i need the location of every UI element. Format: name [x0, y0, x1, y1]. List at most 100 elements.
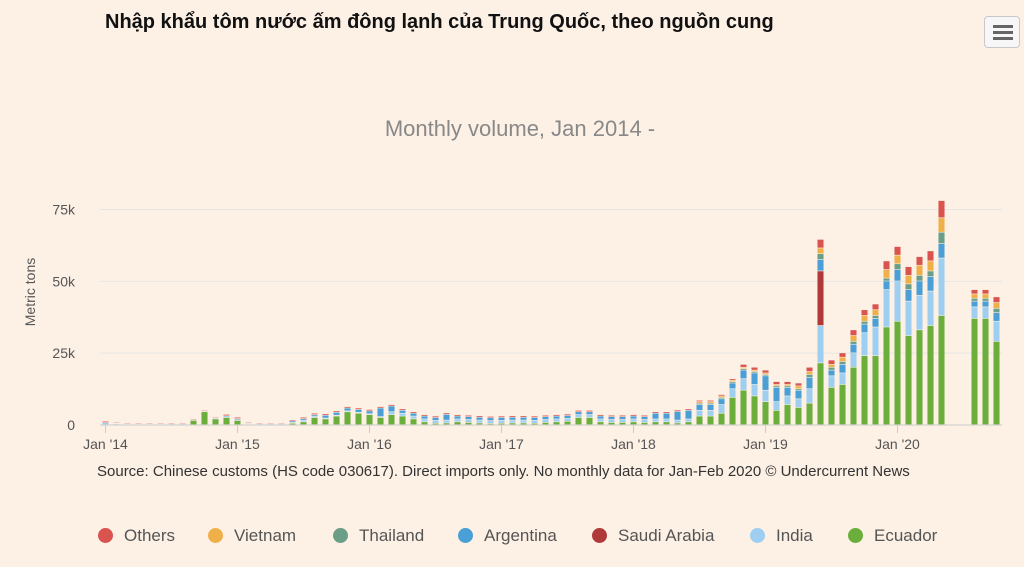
bar-segment-thailand[interactable]	[696, 403, 703, 405]
bar-segment-argentina[interactable]	[608, 416, 615, 420]
bar-segment-others[interactable]	[498, 416, 505, 418]
bar-segment-ecuador[interactable]	[740, 390, 747, 425]
bar-segment-ecuador[interactable]	[894, 321, 901, 425]
bar-segment-ecuador[interactable]	[971, 318, 978, 425]
bar-segment-india[interactable]	[410, 416, 417, 419]
bar-segment-vietnam[interactable]	[861, 315, 868, 321]
bar-segment-argentina[interactable]	[597, 416, 604, 419]
bar-segment-others[interactable]	[531, 416, 538, 418]
bar-segment-others[interactable]	[982, 289, 989, 294]
bar-segment-india[interactable]	[784, 396, 791, 405]
bar-segment-ecuador[interactable]	[476, 423, 483, 425]
bar-segment-argentina[interactable]	[685, 410, 692, 419]
bar-segment-ecuador[interactable]	[872, 356, 879, 425]
bar-segment-ecuador[interactable]	[410, 419, 417, 425]
bar-segment-others[interactable]	[839, 353, 846, 357]
bar-segment-others[interactable]	[454, 414, 461, 416]
bar-segment-argentina[interactable]	[498, 417, 505, 421]
bar-segment-india[interactable]	[971, 307, 978, 319]
bar-segment-argentina[interactable]	[421, 416, 428, 419]
bar-segment-ecuador[interactable]	[212, 419, 219, 425]
bar-segment-argentina[interactable]	[531, 417, 538, 421]
bar-segment-argentina[interactable]	[773, 387, 780, 402]
bar-segment-india[interactable]	[740, 379, 747, 390]
bar-segment-ecuador[interactable]	[520, 423, 527, 425]
bar-segment-saudi-arabia[interactable]	[817, 271, 824, 326]
bar-segment-argentina[interactable]	[630, 416, 637, 419]
bar-segment-ecuador[interactable]	[641, 422, 648, 425]
bar-segment-vietnam[interactable]	[839, 357, 846, 362]
bar-segment-vietnam[interactable]	[740, 367, 747, 369]
bar-segment-thailand[interactable]	[817, 254, 824, 260]
bar-segment-others[interactable]	[366, 409, 373, 411]
bar-segment-vietnam[interactable]	[971, 294, 978, 298]
bar-segment-ecuador[interactable]	[619, 422, 626, 425]
bar-segment-ecuador[interactable]	[564, 421, 571, 425]
bar-segment-india[interactable]	[883, 289, 890, 327]
bar-segment-india[interactable]	[234, 418, 241, 421]
bar-segment-india[interactable]	[894, 281, 901, 321]
bar-segment-argentina[interactable]	[817, 259, 824, 271]
bar-segment-ecuador[interactable]	[905, 335, 912, 425]
bar-segment-argentina[interactable]	[476, 417, 483, 420]
bar-segment-others[interactable]	[674, 410, 681, 412]
bar-segment-india[interactable]	[696, 410, 703, 416]
legend-item-others[interactable]: Others	[98, 526, 175, 550]
bar-segment-vietnam[interactable]	[850, 335, 857, 342]
bar-segment-ecuador[interactable]	[553, 422, 560, 425]
bar-segment-thailand[interactable]	[971, 298, 978, 301]
bar-segment-ecuador[interactable]	[839, 384, 846, 425]
bar-segment-others[interactable]	[663, 412, 670, 413]
bar-segment-ecuador[interactable]	[707, 416, 714, 425]
legend-item-india[interactable]: India	[750, 526, 813, 550]
bar-segment-ecuador[interactable]	[982, 318, 989, 425]
bar-segment-vietnam[interactable]	[905, 275, 912, 284]
bar-segment-ecuador[interactable]	[806, 403, 813, 425]
bar-segment-others[interactable]	[443, 413, 450, 415]
bar-segment-india[interactable]	[795, 399, 802, 408]
bar-segment-thailand[interactable]	[751, 371, 758, 373]
bar-segment-ecuador[interactable]	[344, 412, 351, 425]
bar-segment-ecuador[interactable]	[773, 410, 780, 425]
bar-segment-others[interactable]	[905, 266, 912, 275]
bar-segment-india[interactable]	[982, 307, 989, 319]
bar-segment-india[interactable]	[773, 402, 780, 411]
bar-segment-others[interactable]	[740, 364, 747, 367]
bar-segment-argentina[interactable]	[927, 277, 934, 291]
bar-segment-ecuador[interactable]	[190, 420, 197, 425]
bar-segment-india[interactable]	[729, 389, 736, 398]
bar-segment-others[interactable]	[586, 410, 593, 412]
bar-segment-argentina[interactable]	[520, 417, 527, 420]
bar-segment-argentina[interactable]	[432, 417, 439, 421]
bar-segment-thailand[interactable]	[828, 367, 835, 370]
bar-segment-others[interactable]	[751, 367, 758, 370]
bar-segment-argentina[interactable]	[542, 416, 549, 420]
bar-segment-india[interactable]	[663, 419, 670, 422]
bar-segment-argentina[interactable]	[740, 370, 747, 379]
bar-segment-thailand[interactable]	[982, 298, 989, 301]
bar-segment-ecuador[interactable]	[487, 423, 494, 425]
bar-segment-others[interactable]	[388, 404, 395, 406]
bar-segment-india[interactable]	[421, 419, 428, 422]
bar-segment-india[interactable]	[817, 325, 824, 363]
bar-segment-ecuador[interactable]	[916, 330, 923, 425]
bar-segment-india[interactable]	[685, 419, 692, 422]
bar-segment-thailand[interactable]	[894, 264, 901, 270]
bar-segment-others[interactable]	[762, 370, 769, 373]
bar-segment-ecuador[interactable]	[762, 402, 769, 425]
bar-segment-others[interactable]	[707, 400, 714, 402]
bar-segment-india[interactable]	[311, 416, 318, 418]
bar-segment-thailand[interactable]	[861, 321, 868, 324]
bar-segment-ecuador[interactable]	[322, 419, 329, 425]
bar-segment-others[interactable]	[806, 367, 813, 372]
bar-segment-argentina[interactable]	[553, 416, 560, 419]
bar-segment-thailand[interactable]	[883, 278, 890, 281]
bar-segment-india[interactable]	[564, 418, 571, 421]
bar-segment-india[interactable]	[399, 413, 406, 416]
legend-item-argentina[interactable]: Argentina	[458, 526, 557, 550]
bar-segment-vietnam[interactable]	[696, 402, 703, 403]
bar-segment-india[interactable]	[443, 420, 450, 423]
bar-segment-india[interactable]	[905, 301, 912, 336]
bar-segment-others[interactable]	[553, 414, 560, 416]
bar-segment-others[interactable]	[322, 414, 329, 415]
